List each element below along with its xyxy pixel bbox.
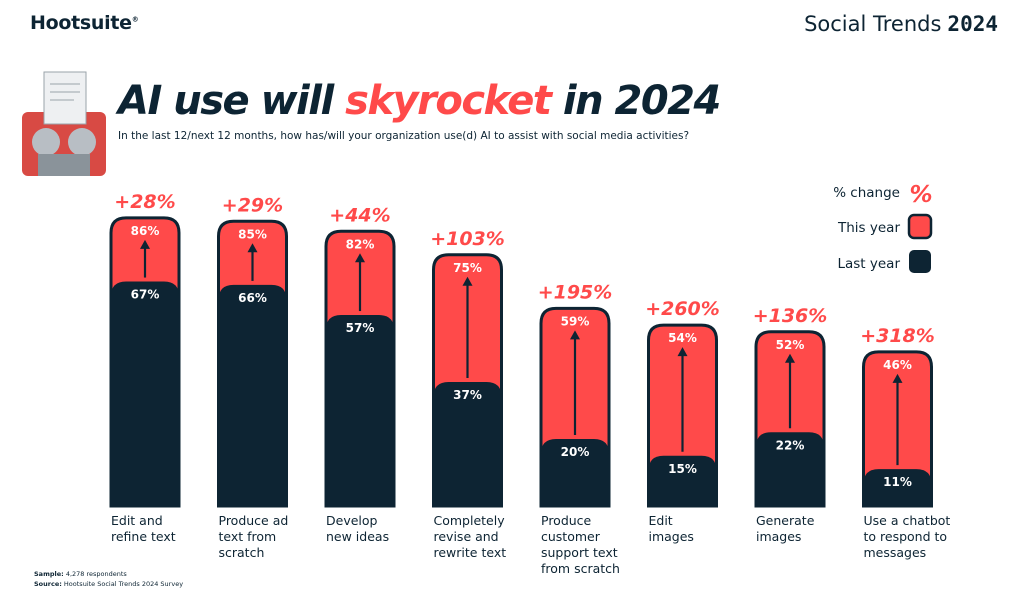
- growth-arrow-head: [140, 239, 150, 249]
- category-label: Generate: [756, 513, 815, 528]
- bar-last-year: [541, 439, 609, 506]
- last-year-value-label: 37%: [453, 388, 482, 402]
- category-label: new ideas: [326, 529, 389, 544]
- bar-last-year: [433, 382, 502, 506]
- category-label: Completely: [434, 513, 506, 528]
- growth-arrow-head: [785, 353, 795, 363]
- category-label: support text: [541, 545, 618, 560]
- last-year-value-label: 15%: [668, 462, 697, 476]
- growth-arrow-head: [892, 373, 903, 383]
- report-name: Social Trends: [804, 12, 942, 36]
- percent-change-label: +260%: [645, 298, 720, 320]
- last-year-value-label: 57%: [346, 321, 375, 335]
- growth-arrow-head: [355, 253, 365, 263]
- category-label: customer: [541, 529, 601, 544]
- this-year-value-label: 82%: [346, 237, 375, 251]
- growth-arrow-head: [247, 243, 258, 253]
- category-label: Develop: [326, 513, 378, 528]
- bar-last-year: [648, 455, 717, 506]
- legend-last-year-label: Last year: [837, 256, 900, 272]
- robot-hands-illustration: [22, 71, 106, 176]
- bar-last-year: [326, 315, 394, 506]
- this-year-value-label: 85%: [238, 227, 267, 241]
- growth-arrow-head: [570, 330, 580, 340]
- legend-change-symbol: %: [909, 182, 932, 208]
- chart-legend: % change % This year Last year: [833, 182, 933, 273]
- legend-this-year-swatch: [907, 213, 933, 240]
- legend-this-year-label: This year: [837, 220, 900, 236]
- category-label: Edit and: [111, 513, 163, 528]
- percent-change-label: +29%: [222, 194, 283, 216]
- category-label: images: [649, 529, 694, 544]
- category-label: rewrite text: [434, 545, 507, 560]
- category-label: refine text: [111, 529, 176, 544]
- chart-subtitle: In the last 12/next 12 months, how has/w…: [118, 130, 690, 142]
- category-label: Produce: [541, 513, 592, 528]
- category-label: images: [756, 529, 801, 544]
- category-label: Produce ad: [219, 513, 289, 528]
- this-year-value-label: 52%: [776, 338, 805, 352]
- category-label: to respond to: [864, 529, 948, 544]
- this-year-value-label: 54%: [668, 331, 697, 345]
- report-title: Social Trends 2024: [804, 12, 998, 36]
- percent-change-label: +136%: [753, 305, 828, 327]
- category-label: text from: [219, 529, 277, 544]
- category-label: revise and: [434, 529, 499, 544]
- percent-change-label: +44%: [329, 204, 390, 226]
- report-year: 2024: [947, 12, 998, 36]
- last-year-value-label: 11%: [883, 475, 912, 489]
- this-year-value-label: 86%: [131, 224, 160, 238]
- percent-change-label: +103%: [430, 228, 505, 250]
- bar-last-year: [863, 469, 932, 506]
- this-year-value-label: 46%: [883, 358, 912, 372]
- last-year-value-label: 22%: [776, 438, 805, 452]
- this-year-value-label: 59%: [561, 314, 590, 328]
- category-label: from scratch: [541, 561, 620, 576]
- legend-last-year-swatch: [909, 250, 931, 273]
- bar-last-year: [756, 432, 824, 506]
- chart-title: AI use will skyrocket in 2024: [118, 78, 721, 124]
- source-note: Source: Hootsuite Social Trends 2024 Sur…: [34, 580, 184, 588]
- category-label: scratch: [219, 545, 265, 560]
- legend-change-label: % change: [833, 185, 900, 201]
- sample-note: Sample: 4,278 respondents: [34, 570, 127, 578]
- last-year-value-label: 67%: [131, 288, 160, 302]
- category-label: Edit: [649, 513, 673, 528]
- hootsuite-logo: Hootsuite®: [30, 12, 139, 34]
- last-year-value-label: 20%: [561, 445, 590, 459]
- bar-last-year: [111, 281, 179, 506]
- last-year-value-label: 66%: [238, 291, 267, 305]
- category-label: messages: [864, 545, 927, 560]
- percent-change-label: +318%: [860, 325, 935, 347]
- category-label: Use a chatbot: [864, 513, 951, 528]
- percent-change-label: +195%: [538, 281, 613, 303]
- growth-arrow-head: [462, 276, 473, 286]
- percent-change-label: +28%: [114, 191, 175, 213]
- this-year-value-label: 75%: [453, 261, 482, 275]
- bar-last-year: [218, 284, 287, 506]
- footnotes: Sample: 4,278 respondents Source: Hootsu…: [34, 569, 183, 589]
- growth-arrow-head: [677, 347, 688, 357]
